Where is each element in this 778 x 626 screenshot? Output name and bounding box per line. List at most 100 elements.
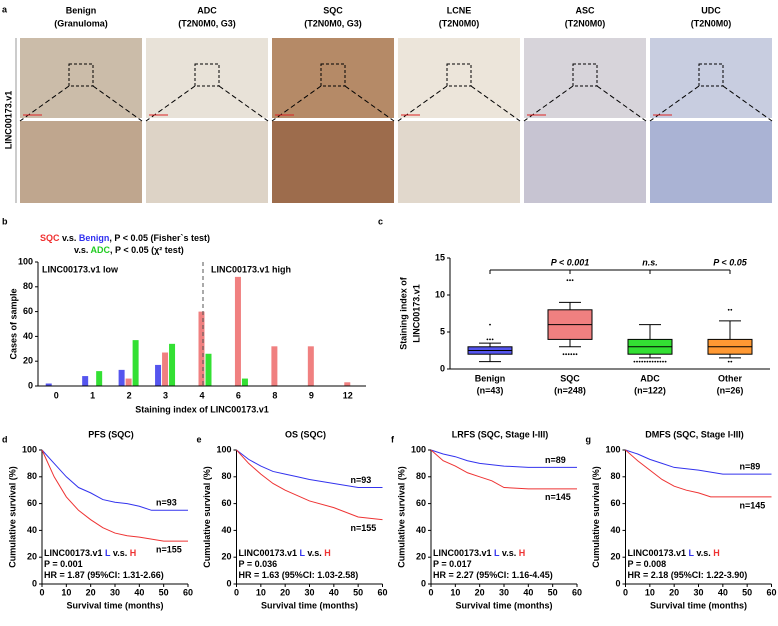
x-tick-label: 50 bbox=[742, 587, 752, 597]
y-tick-label: 100 bbox=[22, 444, 37, 454]
x-axis-label: Survival time (months) bbox=[650, 600, 747, 610]
panel-label: c bbox=[378, 216, 383, 226]
annotation-part: , P < 0.05 (χ² test) bbox=[110, 245, 184, 255]
annotation-part: H bbox=[519, 548, 526, 558]
x-axis-label: Survival time (months) bbox=[66, 600, 163, 610]
x-tick-label: 50 bbox=[353, 587, 363, 597]
outlier bbox=[570, 353, 573, 356]
annotation-part: v.s. bbox=[60, 233, 79, 243]
annotation-part: L bbox=[105, 548, 111, 558]
y-tick-label: 60 bbox=[23, 306, 33, 316]
column-title: (T2N0M0, G3) bbox=[304, 18, 362, 28]
annotation: LINC00173.v1 L v.s. H bbox=[239, 548, 331, 558]
outlier bbox=[569, 279, 571, 282]
zoom-line bbox=[92, 85, 143, 122]
x-axis-label: Survival time (months) bbox=[261, 600, 358, 610]
column-title: Benign bbox=[66, 5, 97, 15]
annotation: P = 0.036 bbox=[239, 559, 278, 569]
outlier bbox=[656, 360, 659, 363]
y-axis-label: Cumulative survival (%) bbox=[591, 466, 601, 568]
x-tick-label: 0 bbox=[234, 587, 239, 597]
x-tick-label: (n=248) bbox=[554, 385, 586, 395]
y-tick-label: 0 bbox=[226, 578, 231, 588]
region-label: LINC00173.v1 high bbox=[211, 264, 291, 274]
series-label: n=145 bbox=[740, 500, 766, 510]
column-title: (T2N0M0, G3) bbox=[178, 18, 236, 28]
bar bbox=[125, 378, 132, 386]
annotation-part: v.s. bbox=[694, 548, 713, 558]
outlier bbox=[730, 308, 733, 311]
micrograph bbox=[398, 38, 520, 118]
annotation-part: ADC bbox=[91, 245, 111, 255]
outlier bbox=[654, 360, 657, 363]
zoom-box bbox=[572, 63, 598, 87]
x-tick-label: 0 bbox=[54, 390, 59, 400]
outlier bbox=[489, 338, 491, 341]
y-tick-label: 60 bbox=[221, 498, 231, 508]
annotation-part: v.s. bbox=[74, 245, 91, 255]
chart-title: DMFS (SQC, Stage I-III) bbox=[645, 429, 744, 439]
x-tick-label: SQC bbox=[560, 373, 580, 383]
survival-curve bbox=[236, 449, 383, 521]
x-tick-label: 20 bbox=[475, 587, 485, 597]
survival-curve bbox=[41, 449, 188, 511]
survival-curve bbox=[625, 449, 772, 475]
bar bbox=[162, 352, 169, 386]
outlier bbox=[575, 353, 578, 356]
annotation-part: P = 0.008 bbox=[628, 559, 667, 569]
micrograph bbox=[524, 38, 646, 118]
column-title: (T2N0M0) bbox=[565, 18, 606, 28]
annotation: v.s. ADC, P < 0.05 (χ² test) bbox=[74, 245, 184, 255]
annotation-part: , P < 0.05 (Fisher`s test) bbox=[109, 233, 210, 243]
y-tick-label: 15 bbox=[435, 252, 445, 262]
panel-label: f bbox=[391, 434, 395, 444]
outlier bbox=[727, 308, 730, 311]
annotation-part: H bbox=[130, 548, 137, 558]
zoom-box bbox=[446, 63, 472, 87]
y-tick-label: 100 bbox=[216, 444, 231, 454]
annotation-part: P = 0.036 bbox=[239, 559, 278, 569]
outlier bbox=[571, 279, 574, 282]
x-tick-label: 40 bbox=[329, 587, 339, 597]
micrograph bbox=[272, 38, 394, 118]
annotation: P = 0.001 bbox=[44, 559, 83, 569]
y-tick-label: 40 bbox=[23, 331, 33, 341]
chart-title: PFS (SQC) bbox=[88, 429, 134, 439]
y-tick-label: 80 bbox=[221, 471, 231, 481]
micrograph-zoom bbox=[272, 121, 394, 203]
outlier bbox=[646, 360, 649, 363]
x-tick-label: (n=122) bbox=[634, 385, 666, 395]
zoom-line bbox=[218, 85, 269, 122]
x-tick-label: 1 bbox=[90, 390, 95, 400]
series-label: n=89 bbox=[740, 461, 761, 471]
annotation-part: HR = 1.87 (95%CI: 1.31-2.66) bbox=[44, 570, 164, 580]
bar bbox=[45, 383, 52, 386]
outlier bbox=[636, 360, 638, 363]
y-axis-label: Staining index of bbox=[398, 276, 408, 350]
x-axis-label: Survival time (months) bbox=[455, 600, 552, 610]
column-title: ADC bbox=[197, 5, 217, 15]
x-tick-label: 40 bbox=[134, 587, 144, 597]
y-tick-label: 80 bbox=[23, 281, 33, 291]
y-tick-label: 20 bbox=[221, 552, 231, 562]
outlier bbox=[641, 360, 644, 363]
y-tick-label: 100 bbox=[18, 256, 33, 266]
annotation: P = 0.017 bbox=[433, 559, 472, 569]
row-label: LINC00173.v1 bbox=[3, 91, 13, 150]
y-tick-label: 10 bbox=[435, 289, 445, 299]
outlier bbox=[573, 353, 575, 356]
bar bbox=[132, 340, 139, 386]
y-tick-label: 5 bbox=[440, 326, 445, 336]
annotation: HR = 2.18 (95%CI: 1.22-3.90) bbox=[628, 570, 748, 580]
column-title: LCNE bbox=[447, 5, 472, 15]
column-title: (T2N0M0) bbox=[439, 18, 480, 28]
chart-title: LRFS (SQC, Stage I-III) bbox=[452, 429, 549, 439]
outlier bbox=[662, 360, 664, 363]
annotation-part: L bbox=[689, 548, 695, 558]
x-tick-label: 3 bbox=[163, 390, 168, 400]
column-title: (T2N0M0) bbox=[691, 18, 732, 28]
x-tick-label: Other bbox=[718, 373, 743, 383]
y-axis-label: Cumulative survival (%) bbox=[202, 466, 212, 568]
y-tick-label: 20 bbox=[610, 552, 620, 562]
series-label: n=155 bbox=[351, 523, 377, 533]
